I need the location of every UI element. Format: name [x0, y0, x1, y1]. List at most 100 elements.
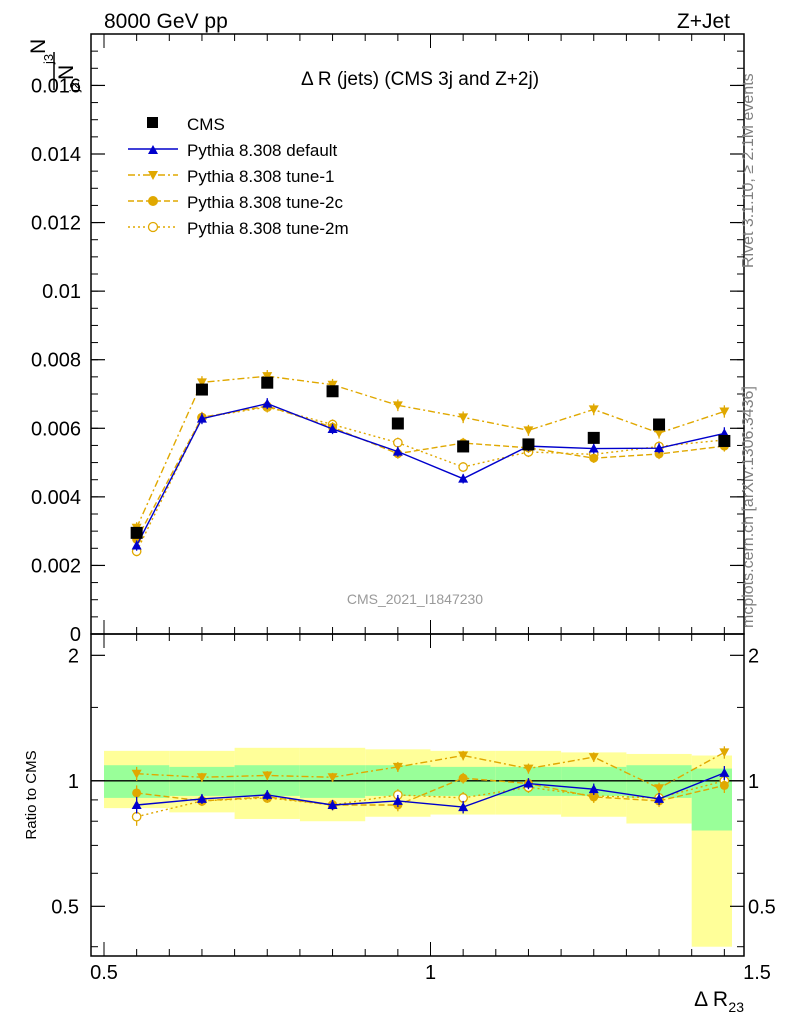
rivet-label: Rivet 3.1.10, ≥ 2.1M events [740, 73, 757, 268]
ratio-point-default [327, 799, 338, 809]
data-point-tune1 [719, 407, 730, 417]
ratio-y-tick-label-right: 0.5 [748, 896, 776, 918]
ratio-point-tune1 [654, 784, 665, 794]
legend-label-tune2m: Pythia 8.308 tune-2m [187, 219, 349, 238]
ratio-point-tune1 [719, 748, 730, 758]
legend: CMS Pythia 8.308 default Pythia 8.308 tu… [128, 115, 349, 238]
data-point-default [458, 473, 469, 483]
y-tick-label: 0.014 [31, 144, 81, 166]
ratio-point-default [588, 784, 599, 794]
ratio-point-tune1 [392, 762, 403, 772]
y-tick-label: 0.002 [31, 555, 81, 577]
ratio-point-tune1 [131, 769, 142, 779]
data-point-cms [718, 434, 731, 447]
ratio-line-tune2c [136, 777, 725, 806]
data-point-cms [261, 376, 274, 389]
data-point-cms [130, 526, 143, 539]
watermark-label: CMS_2021_I1847230 [347, 591, 483, 607]
ratio-plot-frame [90, 633, 745, 957]
series-line-default [136, 402, 725, 546]
ratio-point-default [392, 795, 403, 805]
series-line-tune1 [136, 375, 725, 529]
ratio-point-default [654, 793, 665, 803]
data-point-cms [195, 383, 208, 396]
legend-item-tune1: Pythia 8.308 tune-1 [128, 167, 334, 186]
data-point-default [262, 398, 273, 408]
ratio-line-tune1 [136, 751, 725, 789]
y-tick-label: 0 [70, 624, 81, 646]
data-point-default [196, 413, 207, 423]
ratio-point-tune2c [458, 773, 468, 783]
data-point-cms [326, 385, 339, 398]
data-point-tune2m [392, 437, 403, 448]
data-point-tune1 [654, 429, 665, 439]
ratio-point-default [131, 799, 142, 809]
ratio-y-tick-label: 0.5 [51, 896, 79, 918]
ratio-point-tune2c [132, 788, 142, 798]
data-point-cms [457, 440, 470, 453]
x-label-sub: 23 [728, 999, 744, 1015]
y-tick-label: 0.012 [31, 213, 81, 235]
data-point-default [392, 446, 403, 456]
legend-label-default: Pythia 8.308 default [187, 141, 338, 160]
y-label-num-sub: j3 [41, 54, 56, 65]
series-tune1 [131, 370, 730, 534]
process-label: Z+Jet [677, 10, 730, 33]
ratio-point-tune1 [262, 771, 273, 781]
series-cms [130, 376, 731, 539]
x-axis-label: Δ R 23 [694, 988, 744, 1015]
series-default [131, 398, 730, 551]
x-tick-label: 1 [425, 962, 436, 984]
data-point-tune1 [327, 380, 338, 390]
ratio-point-tune1 [523, 764, 534, 774]
ratio-point-tune1 [458, 751, 469, 761]
data-point-default [131, 540, 142, 550]
data-point-cms [391, 417, 404, 430]
ratio-point-tune1 [588, 753, 599, 763]
legend-label-tune1: Pythia 8.308 tune-1 [187, 167, 334, 186]
ratio-series-default [131, 766, 730, 814]
y-tick-label: 0.008 [31, 350, 81, 372]
y-tick-label: 0.016 [31, 75, 81, 97]
series-line-tune2m [136, 406, 725, 552]
ratio-series-tune1 [131, 746, 730, 794]
data-point-tune1 [196, 378, 207, 388]
y-tick-label: 0.006 [31, 418, 81, 440]
ratio-point-tune1 [327, 773, 338, 783]
mcplots-label: mcplots.cern.ch [arXiv:1306.3436] [740, 386, 757, 628]
y-label-den-sub: j2 [67, 82, 82, 93]
data-point-default [654, 443, 665, 453]
legend-label-cms: CMS [187, 115, 225, 134]
data-point-cms [653, 418, 666, 431]
data-point-cms [587, 431, 600, 444]
ratio-point-default [523, 778, 534, 788]
series-tune2m [131, 401, 730, 557]
legend-item-tune2m: Pythia 8.308 tune-2m [128, 219, 349, 238]
ratio-y-axis-label: Ratio to CMS [23, 750, 40, 839]
y-tick-label: 0.01 [42, 281, 81, 303]
ratio-point-default [262, 789, 273, 799]
data-point-tune1 [458, 413, 469, 423]
ratio-point-default [458, 802, 469, 812]
data-point-tune1 [262, 372, 273, 382]
x-label-main: Δ R [694, 988, 728, 1011]
main-plot-panel: Δ R (jets) (CMS 3j and Z+2j) CMS_2021_I1… [27, 33, 745, 646]
legend-label-tune2c: Pythia 8.308 tune-2c [187, 193, 343, 212]
x-tick-label: 0.5 [90, 962, 118, 984]
ratio-line-default [136, 772, 725, 808]
legend-item-cms: CMS [147, 115, 225, 134]
ratio-point-tune2m [131, 811, 142, 822]
series-tune2c [132, 400, 729, 545]
ratio-plot-panel: 0.5 0.5 1 1 2 2 0.5 1 1.5 Ratio to CMS Δ R 23 [23, 633, 776, 1015]
y-axis-label: N j3 N j2 [27, 39, 82, 93]
data-point-cms [522, 438, 535, 451]
y-tick-label: 0.004 [31, 487, 81, 509]
ratio-y-tick-label-right: 1 [748, 771, 759, 793]
legend-item-default: Pythia 8.308 default [128, 141, 338, 160]
data-point-tune1 [588, 405, 599, 415]
ratio-point-default [719, 767, 730, 777]
plot-title: Δ R (jets) (CMS 3j and Z+2j) [301, 69, 539, 90]
data-point-default [327, 423, 338, 433]
energy-label: 8000 GeV pp [104, 10, 228, 33]
